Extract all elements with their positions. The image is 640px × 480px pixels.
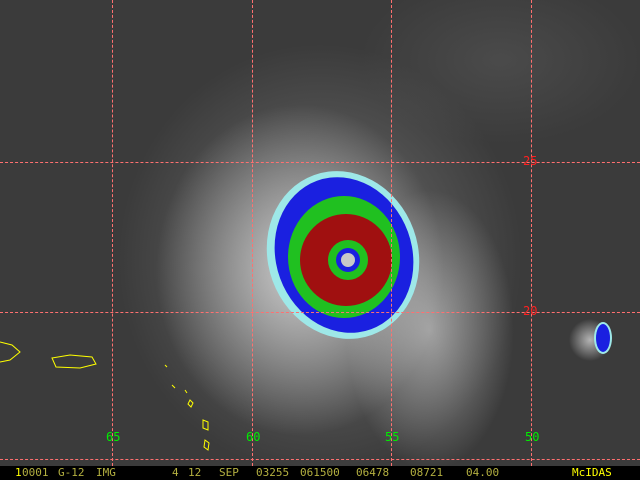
image-status-bar: 1 0001 G-12 IMG 4 12 SEP 03255 061500 06… bbox=[0, 466, 640, 480]
status-field: G-12 bbox=[58, 466, 85, 479]
longitude-line-60 bbox=[252, 0, 253, 466]
status-field: 12 bbox=[188, 466, 202, 479]
longitude-line-50 bbox=[531, 0, 532, 466]
longitude-label: 55 bbox=[385, 430, 400, 444]
status-field: 06478 bbox=[356, 466, 390, 479]
status-field: SEP bbox=[219, 466, 239, 479]
longitude-label: 50 bbox=[525, 430, 540, 444]
status-field: 03255 bbox=[256, 466, 290, 479]
longitude-label: 65 bbox=[106, 430, 121, 444]
status-field: IMG bbox=[96, 466, 116, 479]
status-field: 0001 bbox=[22, 466, 49, 479]
frame-number: 1 bbox=[15, 466, 22, 479]
latitude-label: 25 bbox=[523, 154, 538, 168]
hurricane-eye bbox=[341, 253, 355, 267]
puerto-rico-coastline bbox=[51, 354, 97, 369]
longitude-label: 60 bbox=[246, 430, 261, 444]
latitude-line-bottom bbox=[0, 459, 640, 460]
longitude-line-55 bbox=[391, 0, 392, 466]
status-field: 4 bbox=[172, 466, 179, 479]
coastlines bbox=[0, 341, 210, 451]
status-field: 061500 bbox=[300, 466, 340, 479]
leeward-islands-coastline bbox=[164, 364, 210, 451]
longitude-line-65 bbox=[112, 0, 113, 466]
convection-blue-east bbox=[596, 324, 610, 352]
satellite-imagery bbox=[0, 0, 640, 466]
latitude-line-25 bbox=[0, 162, 640, 163]
hispaniola-coastline bbox=[0, 341, 21, 363]
mcidas-brand: McIDAS bbox=[572, 466, 612, 479]
status-field: 08721 bbox=[410, 466, 444, 479]
latitude-label: 20 bbox=[523, 304, 538, 318]
latitude-line-20 bbox=[0, 312, 640, 313]
status-field: 04.00 bbox=[466, 466, 500, 479]
